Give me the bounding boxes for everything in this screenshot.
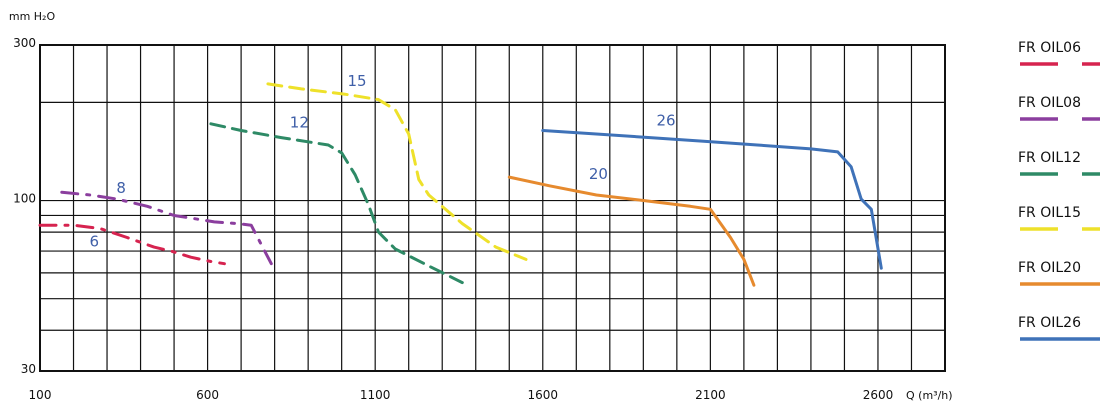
x-tick-label: 2600 xyxy=(863,388,894,402)
x-tick-label: 2100 xyxy=(695,388,726,402)
series-line-20 xyxy=(507,175,756,287)
series-number-label: 12 xyxy=(290,114,309,132)
legend-label: FR OIL08 xyxy=(1018,95,1081,111)
x-tick-label: 600 xyxy=(196,388,219,402)
x-tick-labels: 100 600 1100 1600 2100 2600 xyxy=(29,388,894,402)
series-line-8 xyxy=(60,190,273,266)
y-tick-labels: 30 100 300 xyxy=(13,36,36,376)
x-tick-label: 1100 xyxy=(360,388,391,402)
series-line-6 xyxy=(38,223,226,266)
series-number-label: 6 xyxy=(90,233,100,251)
y-tick-label: 30 xyxy=(21,362,36,376)
series-number-label: 8 xyxy=(116,179,126,197)
x-axis-title: Q (m³/h) xyxy=(906,389,953,402)
legend-label: FR OIL15 xyxy=(1018,205,1081,221)
legend-label: FR OIL06 xyxy=(1018,40,1081,56)
series-lines xyxy=(38,82,883,287)
grid xyxy=(39,44,946,372)
plot-frame xyxy=(39,44,946,372)
legend-label: FR OIL12 xyxy=(1018,150,1081,166)
series-line-15 xyxy=(266,82,528,261)
y-axis-title: mm H₂O xyxy=(9,10,56,23)
series-line-26 xyxy=(541,129,883,270)
series-number-label: 20 xyxy=(589,165,608,183)
y-tick-label: 100 xyxy=(13,192,36,206)
series-number-label: 15 xyxy=(347,72,366,90)
legend-label: FR OIL20 xyxy=(1018,260,1081,276)
legend: FR OIL06 FR OIL08 FR OIL12 FR OIL15 FR OIL20… xyxy=(1018,40,1100,341)
series-labels: 6 8 12 15 20 26 xyxy=(90,72,676,250)
series-number-label: 26 xyxy=(656,112,675,130)
series-line-12 xyxy=(209,122,464,285)
y-tick-label: 300 xyxy=(13,36,36,50)
legend-label: FR OIL26 xyxy=(1018,315,1081,331)
x-tick-label: 1600 xyxy=(528,388,559,402)
x-tick-label: 100 xyxy=(29,388,52,402)
